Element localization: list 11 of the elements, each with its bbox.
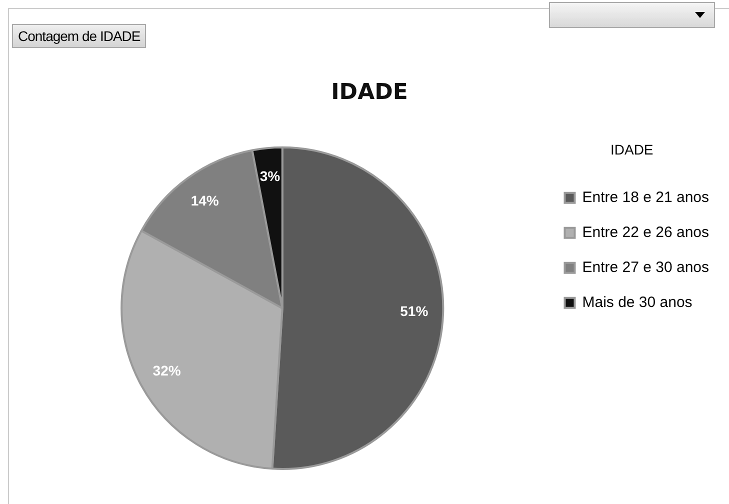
legend-title: IDADE bbox=[610, 141, 654, 158]
text: Contagem de IDADE bbox=[12, 24, 146, 48]
legend-label: Entre 22 e 26 anos bbox=[582, 224, 710, 242]
legend-label: Entre 27 e 30 anos bbox=[582, 259, 710, 276]
legend-label: Mais de 30 anos bbox=[582, 294, 692, 312]
legend-label: Entre 18 e 21 anos bbox=[582, 189, 710, 206]
data-label: 32% bbox=[152, 362, 182, 379]
data-label: 51% bbox=[400, 303, 429, 320]
data-label: 3% bbox=[260, 168, 281, 184]
data-label: 14% bbox=[190, 192, 220, 208]
chart-title: IDADE bbox=[331, 80, 408, 105]
